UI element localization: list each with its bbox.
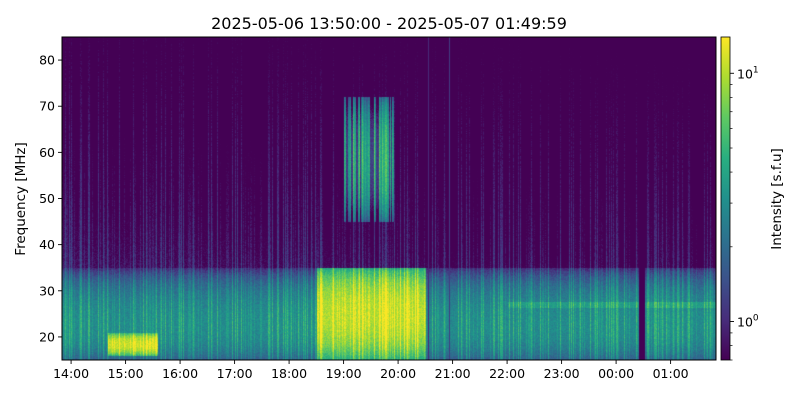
x-tick-label: 18:00	[271, 366, 307, 381]
colorbar-gradient	[720, 36, 731, 361]
y-tick-label: 50	[39, 191, 55, 206]
x-tick-label: 21:00	[435, 366, 471, 381]
x-axis-ticks: 14:00 15:00 16:00 17:00 18:00 19:00 20:00 21:00…	[53, 360, 689, 381]
chart-title: 2025-05-06 13:50:00 - 2025-05-07 01:49:5…	[211, 14, 567, 33]
y-tick-label: 40	[39, 237, 55, 252]
colorbar: 100 101 Intensity [s.f.u]	[720, 36, 785, 361]
y-axis-label: Frequency [MHz]	[13, 142, 29, 255]
spectrogram-heatmap	[62, 37, 716, 360]
colorbar-ticks: 100 101	[730, 65, 759, 361]
y-tick-label: 60	[39, 145, 55, 160]
y-tick-label: 30	[39, 283, 55, 298]
colorbar-tick-label: 101	[737, 65, 759, 81]
x-tick-label: 23:00	[544, 366, 580, 381]
y-tick-label: 70	[39, 99, 55, 114]
x-tick-label: 20:00	[380, 366, 416, 381]
y-tick-label: 80	[39, 53, 55, 68]
y-axis-ticks: 20 30 40 50 60 70 80	[39, 53, 62, 344]
y-tick-label: 20	[39, 329, 55, 344]
x-tick-label: 17:00	[217, 366, 253, 381]
colorbar-tick-label: 100	[737, 314, 759, 330]
x-tick-label: 19:00	[326, 366, 362, 381]
x-tick-label: 00:00	[598, 366, 634, 381]
x-tick-label: 01:00	[653, 366, 689, 381]
colorbar-label: Intensity [s.f.u]	[769, 148, 785, 250]
x-tick-label: 16:00	[162, 366, 198, 381]
x-tick-label: 22:00	[489, 366, 525, 381]
x-tick-label: 14:00	[53, 366, 89, 381]
spectrogram-plot-area	[62, 37, 716, 360]
x-tick-label: 15:00	[108, 366, 144, 381]
